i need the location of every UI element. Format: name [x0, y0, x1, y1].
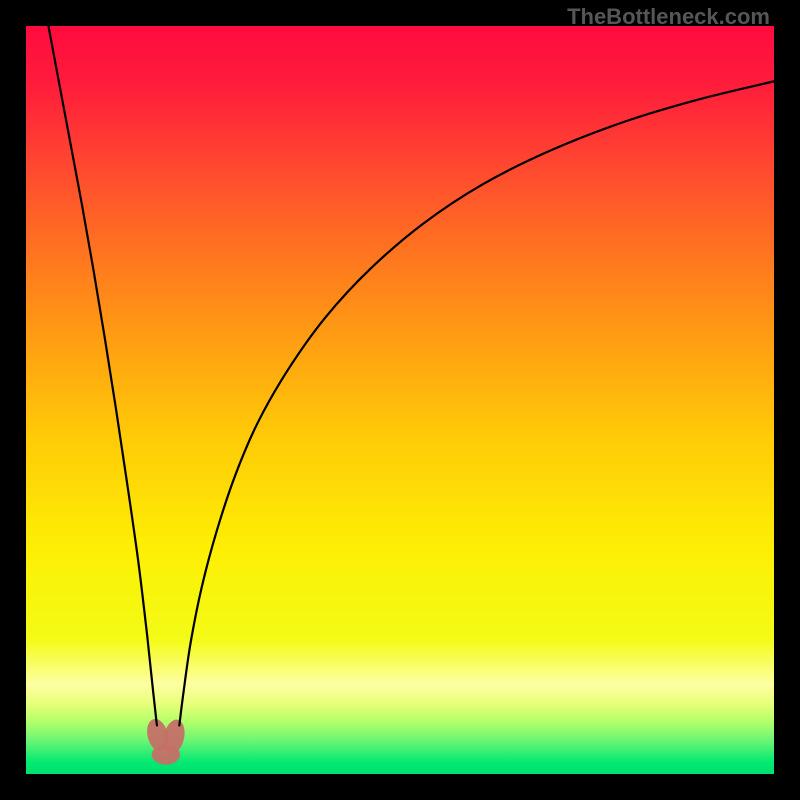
marker-blob [152, 744, 180, 764]
chart-root: TheBottleneck.com [0, 0, 800, 800]
gradient-background [26, 26, 774, 774]
plot-svg [26, 26, 774, 774]
plot-area [26, 26, 774, 774]
watermark-text: TheBottleneck.com [567, 4, 770, 30]
